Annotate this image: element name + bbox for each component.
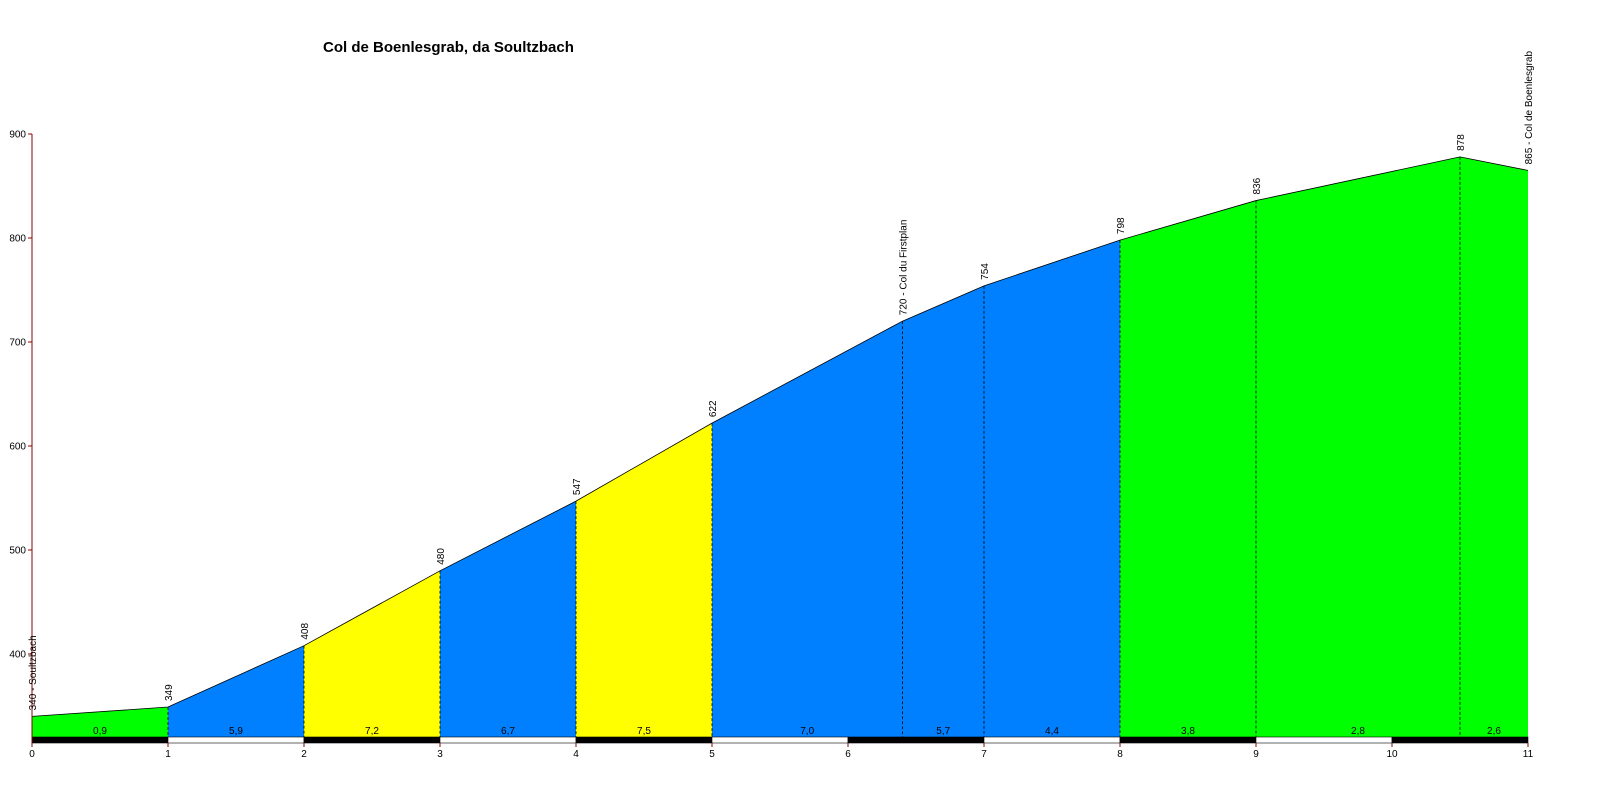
elevation-label: 836 [1252, 177, 1263, 194]
profile-segment [32, 707, 168, 737]
profile-segment [1256, 156, 1460, 737]
km-bar-segment [439, 736, 577, 744]
y-tick-label: 800 [9, 234, 26, 245]
km-bar-segment [167, 736, 305, 744]
elevation-label: 349 [164, 684, 175, 701]
x-tick-label: 10 [1386, 749, 1398, 760]
km-bar-segment [1119, 736, 1257, 744]
profile-segment [168, 645, 304, 737]
profile-line [31, 156, 1529, 717]
x-tick-label: 3 [437, 749, 443, 760]
profile-segment [902, 285, 984, 737]
gradient-label: 7,2 [365, 726, 379, 737]
elevation-label: 340 - Soultzbach [28, 635, 39, 710]
x-tick-label: 11 [1523, 749, 1534, 760]
gradient-label: 7,0 [800, 726, 814, 737]
km-bar-segment [1255, 736, 1393, 744]
elevation-label: 480 [436, 548, 447, 565]
elevation-label: 622 [708, 400, 719, 417]
km-bar-segment [711, 736, 849, 744]
km-bar-segment [303, 736, 441, 744]
x-tick-label: 9 [1253, 749, 1259, 760]
gradient-label: 7,5 [637, 726, 651, 737]
elevation-label: 865 - Col de Boenlesgrab [1524, 51, 1535, 165]
km-bar-segment [1391, 736, 1529, 744]
km-bar-segment [983, 736, 1121, 744]
km-bar-segment [847, 736, 985, 744]
gradient-label: 6,7 [501, 726, 515, 737]
x-tick-label: 4 [573, 749, 579, 760]
y-tick-label: 900 [9, 130, 26, 141]
x-tick-label: 8 [1117, 749, 1123, 760]
elevation-label: 720 - Col du Firstplan [898, 220, 909, 316]
x-tick-label: 1 [165, 749, 171, 760]
y-tick-label: 700 [9, 338, 26, 349]
profile-segment [712, 321, 903, 737]
x-tick-label: 5 [709, 749, 715, 760]
x-tick-label: 2 [301, 749, 307, 760]
gradient-label: 2,6 [1487, 726, 1501, 737]
gradient-label: 0,9 [93, 726, 107, 737]
profile-segment [304, 570, 440, 737]
profile-segment [576, 423, 712, 737]
chart-title: Col de Boenlesgrab, da Soultzbach [323, 39, 574, 56]
profile-segment [1120, 200, 1256, 737]
profile-segment [440, 501, 576, 737]
gradient-label: 4,4 [1045, 726, 1059, 737]
y-tick-label: 600 [9, 442, 26, 453]
profile-segment [1460, 156, 1528, 737]
gradient-label: 2,8 [1351, 726, 1365, 737]
km-bar-segment [575, 736, 713, 744]
elevation-label: 754 [980, 263, 991, 280]
x-tick-label: 7 [981, 749, 987, 760]
elevation-label: 547 [572, 478, 583, 495]
y-tick-label: 500 [9, 546, 26, 557]
elevation-label: 798 [1116, 217, 1127, 234]
x-tick-label: 6 [845, 749, 851, 760]
gradient-label: 5,7 [936, 726, 950, 737]
gradient-label: 3,8 [1181, 726, 1195, 737]
km-bar-segment [31, 736, 169, 744]
gradient-label: 5,9 [229, 726, 243, 737]
profile-segment [984, 240, 1120, 737]
elevation-label: 878 [1456, 134, 1467, 151]
x-tick-label: 0 [29, 749, 35, 760]
y-tick-label: 400 [9, 650, 26, 661]
elevation-label: 408 [300, 623, 311, 640]
